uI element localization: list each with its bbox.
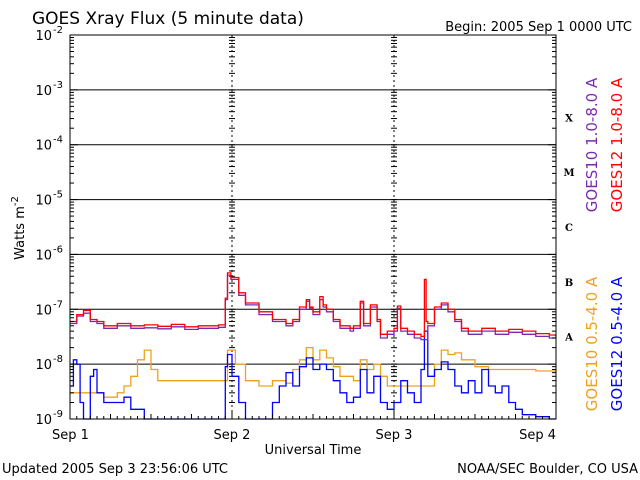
flare-class-C: C — [565, 223, 573, 234]
updated-timestamp: Updated 2005 Sep 3 23:56:06 UTC — [2, 462, 228, 477]
flare-class-A: A — [564, 333, 573, 344]
y-tick-label: 10 — [35, 248, 52, 263]
legend-entry-goes10-0-5-4-0-a: GOES10 0.5-4.0 A — [583, 276, 601, 411]
y-axis-title: Watts m-2 — [10, 196, 28, 260]
x-tick-label: Sep 4 — [519, 428, 556, 443]
series-goes12-1-0-8-0-a — [70, 272, 557, 338]
chart-title: GOES Xray Flux (5 minute data) — [32, 9, 304, 29]
y-tick-label: 10 — [35, 413, 52, 428]
flare-class-X: X — [565, 113, 573, 124]
y-axis-title-text: Watts m — [13, 206, 28, 260]
y-tick-exponent: -3 — [53, 80, 63, 91]
y-tick-label: 10 — [35, 29, 52, 44]
x-tick-label: Sep 1 — [52, 428, 89, 443]
chart-subtitle: Begin: 2005 Sep 1 0000 UTC — [445, 20, 632, 35]
y-tick-exponent: -7 — [53, 299, 63, 310]
legend-entry-goes10-1-0-8-0-a: GOES10 1.0-8.0 A — [583, 77, 601, 212]
y-tick-label: 10 — [35, 84, 52, 99]
source-credit: NOAA/SEC Boulder, CO USA — [457, 462, 638, 477]
legend-entry-goes12-0-5-4-0-a: GOES12 0.5-4.0 A — [608, 276, 626, 411]
y-axis-title-exponent: -2 — [10, 196, 21, 206]
x-axis-title: Universal Time — [265, 443, 362, 458]
y-tick-label: 10 — [35, 139, 52, 154]
x-tick-label: Sep 3 — [376, 428, 413, 443]
flare-class-labels: A B C M X — [563, 113, 574, 343]
y-tick-exponent: -4 — [53, 135, 63, 146]
y-tick-exponent: -8 — [53, 354, 63, 365]
y-tick-label: 10 — [35, 303, 52, 318]
legend: GOES10 1.0-8.0 A GOES12 1.0-8.0 A GOES10 0… — [583, 77, 626, 411]
series-goes12-0-5-4-0-a — [70, 330, 556, 420]
y-axis: 10-910-810-710-610-510-410-310-2 — [35, 25, 556, 428]
flare-class-M: M — [563, 168, 574, 179]
y-tick-exponent: -6 — [53, 244, 63, 255]
y-tick-exponent: -9 — [53, 409, 63, 420]
y-tick-exponent: -2 — [53, 25, 63, 36]
y-tick-label: 10 — [35, 194, 52, 209]
x-axis: Sep 1 Sep 2 Sep 3 Sep 4 — [52, 411, 557, 443]
series-layer — [70, 272, 557, 420]
flare-class-B: B — [565, 278, 573, 289]
y-tick-label: 10 — [35, 358, 52, 373]
x-tick-label: Sep 2 — [214, 428, 251, 443]
y-tick-exponent: -5 — [53, 190, 63, 201]
legend-entry-goes12-1-0-8-0-a: GOES12 1.0-8.0 A — [608, 77, 626, 212]
